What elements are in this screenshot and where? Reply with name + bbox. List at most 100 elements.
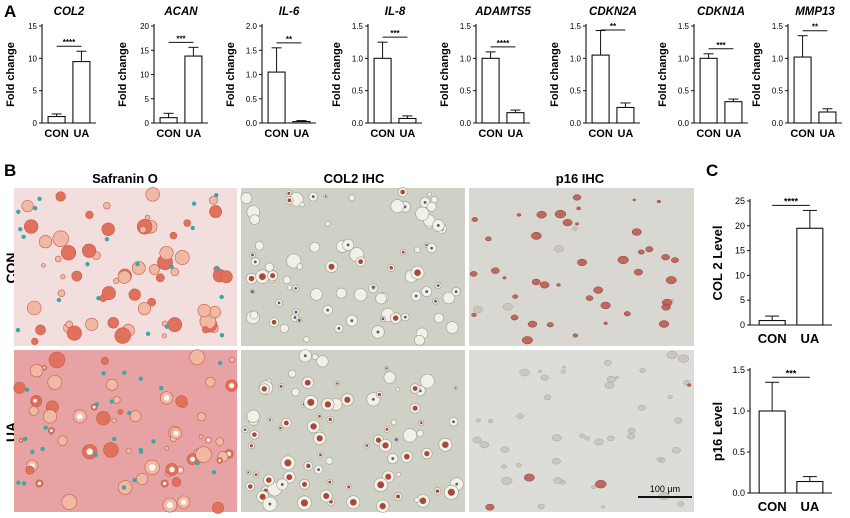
- cell: [219, 333, 225, 338]
- cell: [536, 211, 547, 219]
- stained-cell: [310, 423, 317, 430]
- cell: [55, 191, 66, 202]
- lacuna: [286, 285, 293, 291]
- cell: [107, 317, 119, 329]
- lacuna: [299, 202, 305, 208]
- cell: [167, 317, 183, 333]
- cell: [101, 286, 116, 301]
- cell: [554, 245, 564, 253]
- bar-con: [793, 56, 812, 124]
- stained-cell: [350, 498, 357, 506]
- lacuna: [207, 438, 210, 442]
- lacuna: [291, 387, 300, 397]
- cell: [57, 289, 66, 297]
- nucleus: [297, 318, 301, 322]
- significance-label: ***: [390, 29, 400, 38]
- nucleus: [243, 428, 247, 432]
- lacuna: [249, 214, 260, 225]
- stained-cell: [300, 499, 308, 507]
- lacuna: [76, 413, 83, 420]
- y-tick-label: 1.5: [772, 22, 784, 31]
- lacuna: [383, 371, 396, 384]
- stained-cell: [304, 379, 311, 386]
- stained-cell: [284, 459, 292, 467]
- cell: [171, 477, 182, 487]
- stained-cell: [385, 367, 388, 370]
- stained-cell: [392, 315, 399, 321]
- nucleus: [414, 294, 418, 298]
- stained-cell: [283, 420, 289, 426]
- lacuna: [37, 481, 42, 486]
- category-label: CON: [370, 128, 395, 140]
- cell: [490, 267, 500, 274]
- lacuna: [375, 292, 387, 305]
- nucleus: [372, 285, 375, 289]
- cell: [41, 263, 46, 268]
- y-tick-label: 1.0: [772, 54, 784, 63]
- cell: [37, 196, 42, 202]
- cell: [197, 303, 211, 318]
- stained-cell: [248, 275, 255, 282]
- qpcr-chart-il-6: IL-6 Fold change 0.0 0.5 1.0 1.5 2.0 CON UA **: [225, 6, 316, 140]
- qpcr-chart-cdkn2a: CDKN2A Fold change 0.0 0.5 1.0 1.5 CON UA **: [549, 6, 640, 140]
- nucleus: [346, 243, 350, 247]
- chart-title: ACAN: [163, 6, 198, 18]
- cell: [604, 381, 615, 389]
- cell: [25, 465, 35, 475]
- significance-label: ****: [63, 38, 76, 47]
- cell: [103, 442, 119, 458]
- cell: [471, 217, 478, 222]
- cell: [35, 324, 46, 336]
- nucleus: [436, 224, 440, 227]
- stained-cell: [358, 259, 364, 265]
- y-axis-label: COL 2 Level: [710, 226, 725, 301]
- y-tick-label: 0.0: [570, 119, 582, 128]
- cell: [159, 385, 164, 391]
- cell: [195, 460, 200, 466]
- nucleus: [381, 317, 385, 321]
- stained-cell: [419, 421, 423, 425]
- stained-cell: [324, 401, 332, 408]
- lacuna: [33, 398, 37, 403]
- stained-cell: [414, 269, 421, 276]
- stained-cell: [425, 243, 428, 247]
- y-tick-label: 5: [33, 87, 38, 96]
- category-label: CON: [264, 128, 289, 140]
- stained-cell: [323, 492, 330, 500]
- cell: [572, 333, 579, 338]
- bar-con: [591, 54, 610, 124]
- lacuna: [402, 428, 418, 443]
- stained-cell: [247, 471, 250, 474]
- category-label: CON: [588, 128, 613, 140]
- cell: [125, 447, 132, 454]
- cell: [145, 187, 160, 202]
- cell: [85, 317, 99, 331]
- cell: [562, 219, 573, 227]
- cell: [658, 320, 670, 328]
- bar-con: [159, 117, 178, 124]
- lacuna: [414, 334, 425, 346]
- lacuna: [163, 395, 170, 401]
- y-tick-label: 1.0: [246, 71, 258, 80]
- y-tick-label: 15: [735, 246, 745, 256]
- y-tick-label: 15: [140, 46, 149, 55]
- lacuna: [20, 439, 23, 442]
- micrograph-safranin-con: [14, 187, 237, 346]
- cell: [551, 457, 561, 465]
- nucleus: [423, 200, 427, 204]
- nucleus: [277, 301, 281, 305]
- lacuna: [190, 456, 196, 462]
- cell: [16, 209, 21, 214]
- cell: [593, 286, 604, 294]
- cell: [145, 331, 151, 337]
- lacuna: [49, 429, 53, 433]
- cell: [627, 427, 636, 434]
- cell: [21, 199, 34, 213]
- cell: [60, 274, 66, 280]
- cell: [93, 452, 98, 457]
- bar-ua: [292, 120, 311, 124]
- cell: [553, 477, 563, 484]
- y-tick-label: 20: [140, 22, 149, 31]
- stained-cell: [365, 444, 369, 447]
- significance-label: **: [286, 35, 293, 44]
